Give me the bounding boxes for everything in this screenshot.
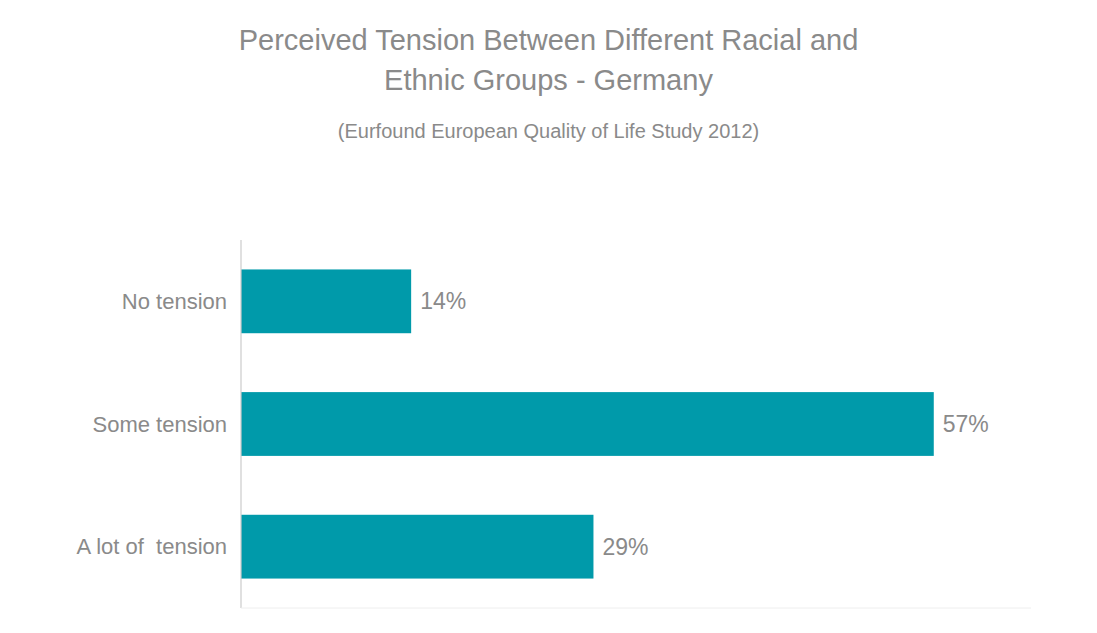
title-line: Perceived Tension Between Different Raci… bbox=[239, 24, 859, 56]
subtitle: (Eurfound European Quality of Life Study… bbox=[338, 120, 759, 142]
data-label: 29% bbox=[602, 534, 648, 560]
x-axis-line bbox=[241, 608, 1031, 609]
title-line: Ethnic Groups - Germany bbox=[384, 64, 713, 96]
background bbox=[0, 0, 1097, 633]
bar bbox=[241, 392, 934, 456]
data-label: 14% bbox=[420, 288, 466, 314]
category-label: Some tension bbox=[92, 412, 227, 437]
chart-svg: Perceived Tension Between Different Raci… bbox=[0, 0, 1097, 633]
category-label: A lot of tension bbox=[77, 534, 227, 559]
bar bbox=[241, 269, 411, 333]
category-label: No tension bbox=[122, 289, 227, 314]
chart-container: Perceived Tension Between Different Raci… bbox=[0, 0, 1097, 633]
data-label: 57% bbox=[943, 411, 989, 437]
title: Perceived Tension Between Different Raci… bbox=[239, 24, 859, 96]
y-axis-line bbox=[240, 240, 241, 608]
bar bbox=[241, 515, 593, 579]
bars bbox=[241, 269, 934, 578]
